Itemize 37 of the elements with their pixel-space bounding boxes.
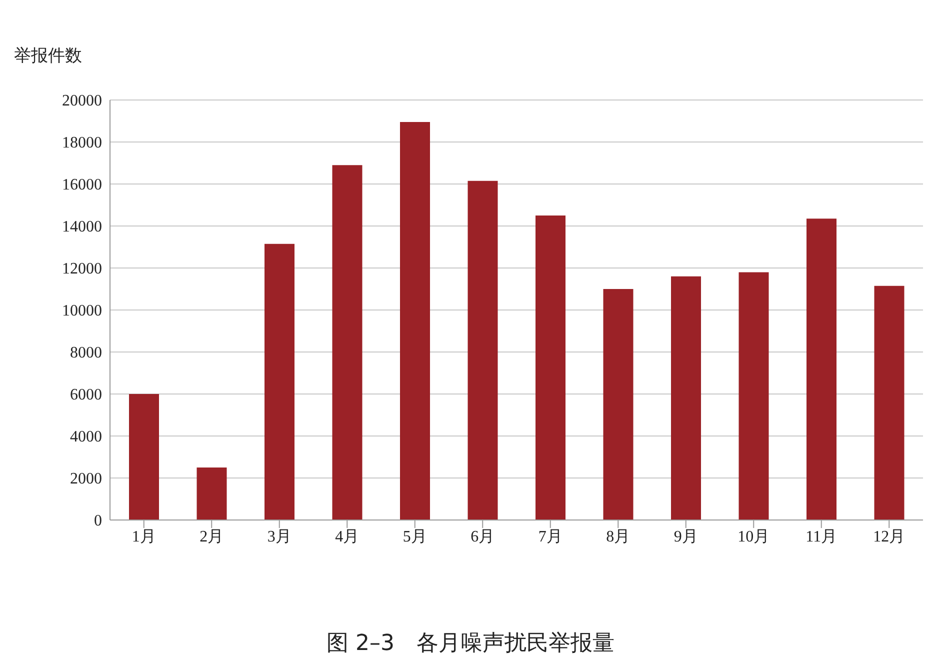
x-tick-label: 9月	[674, 528, 698, 546]
y-tick-label: 8000	[70, 344, 102, 362]
bar	[468, 180, 498, 520]
bar	[129, 394, 159, 520]
y-tick-label: 14000	[62, 218, 102, 236]
bar	[603, 289, 634, 520]
x-tick-label: 4月	[335, 528, 360, 546]
y-tick-label: 10000	[62, 302, 102, 320]
bar	[400, 122, 430, 520]
y-tick-label: 6000	[70, 386, 102, 404]
bar	[874, 286, 904, 520]
y-axis-title: 举报件数	[14, 45, 82, 67]
y-tick-label: 2000	[70, 470, 102, 488]
x-tick-label: 7月	[538, 528, 562, 546]
bar	[264, 244, 294, 520]
y-tick-label: 12000	[62, 260, 102, 278]
bar	[671, 276, 701, 520]
y-tick-label: 18000	[62, 134, 102, 152]
bar	[536, 216, 566, 520]
x-tick-label: 5月	[402, 528, 427, 546]
y-tick-label: 16000	[62, 176, 102, 194]
y-tick-label: 20000	[62, 92, 102, 110]
bar	[806, 218, 836, 520]
x-tick-label: 6月	[470, 528, 495, 546]
x-tick-label: 12月	[873, 528, 906, 546]
x-tick-label: 1月	[132, 528, 156, 546]
y-tick-label: 4000	[70, 428, 102, 446]
x-tick-label: 8月	[606, 528, 630, 546]
bar	[738, 272, 769, 520]
bar	[332, 165, 362, 520]
x-tick-label: 10月	[738, 528, 770, 546]
text: 图 2–3 各月噪声扰民举报量	[326, 630, 616, 658]
x-tick-label: 2月	[200, 528, 224, 546]
x-tick-label: 11月	[806, 528, 838, 546]
y-tick-label: 0	[94, 512, 102, 530]
x-tick-label: 3月	[267, 528, 292, 546]
bar	[196, 468, 227, 520]
